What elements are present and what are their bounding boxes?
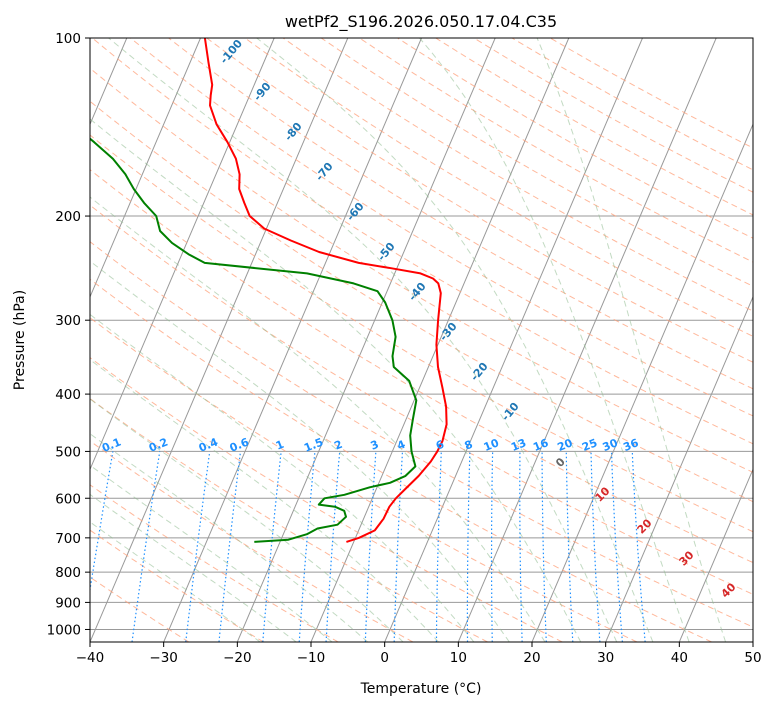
moist-adiabat-line <box>90 521 261 642</box>
moist-adiabat-line <box>90 493 297 642</box>
isotherm-line <box>384 38 643 642</box>
dry-adiabat-line <box>244 38 753 337</box>
isotherm-line <box>163 38 422 642</box>
mixing-ratio-label: 25 <box>580 436 599 454</box>
y-tick-label: 800 <box>55 565 81 581</box>
temperature-profile-line <box>203 38 448 543</box>
mixing-ratio-line <box>90 451 114 594</box>
dry-adiabat-line <box>282 38 753 312</box>
isotherm-line <box>678 468 753 642</box>
dry-adiabat-line <box>90 357 563 642</box>
y-axis-label: Pressure (hPa) <box>12 290 28 390</box>
moist-adiabat-line <box>108 38 618 642</box>
moist-adiabat-line <box>90 359 439 642</box>
dry-adiabat-line <box>90 134 753 533</box>
y-tick-label: 500 <box>55 444 81 460</box>
isotherm-line <box>605 295 753 642</box>
mixing-ratio-line <box>131 451 161 642</box>
mixing-ratio-label: 2 <box>332 438 344 453</box>
axes: −40 −30 −20 −10 0 10 20 30 40 50 1000 900 800 700 600 5… <box>47 31 762 666</box>
moist-adiabat-line <box>90 260 510 642</box>
dry-adiabat-line <box>90 204 753 595</box>
dry-adiabat-line <box>90 169 753 564</box>
mixing-ratio-label: 36 <box>621 436 640 454</box>
mixing-ratio-label: 20 <box>555 436 574 454</box>
y-tick-label: 1000 <box>47 622 81 638</box>
y-tick-label: 700 <box>55 531 81 547</box>
moist-adiabat-line <box>90 433 369 642</box>
x-tick-label: −20 <box>223 650 252 666</box>
y-tick-label: 400 <box>55 387 81 403</box>
y-tick-label: 900 <box>55 595 81 611</box>
mixing-ratio-label: 8 <box>463 438 475 453</box>
x-axis-label: Temperature (°C) <box>360 681 482 697</box>
profile-lines <box>90 38 448 543</box>
isotherm-line <box>90 38 201 299</box>
dry-adiabat-line <box>90 241 753 628</box>
plot-frame <box>89 37 754 643</box>
mixing-ratio-label: 13 <box>509 436 528 454</box>
x-tick-label: −40 <box>76 650 105 666</box>
moist-adiabat-line <box>90 313 475 642</box>
x-tick-label: −10 <box>297 650 326 666</box>
dry-adiabat-line <box>91 38 753 445</box>
moist-adiabat-line <box>256 38 654 642</box>
y-tick-label: 300 <box>55 313 81 329</box>
mixing-ratio-label: 16 <box>531 436 550 454</box>
isotherm-line <box>457 38 717 642</box>
isotherm-line <box>90 38 275 471</box>
dry-adiabat-line <box>130 38 753 417</box>
moist-adiabat-line <box>419 38 690 642</box>
x-tick-label: 20 <box>523 650 540 666</box>
dry-adiabat-line <box>168 38 753 390</box>
dry-adiabat-line <box>90 529 264 642</box>
moist-adiabat-line <box>90 118 582 642</box>
mixing-ratio-line <box>218 451 242 642</box>
mixing-ratio-label: 30 <box>601 436 620 454</box>
isotherm-line <box>90 38 349 642</box>
x-tick-label: −30 <box>149 650 178 666</box>
moist-adiabat-line <box>90 196 546 642</box>
dewpoint-profile-line <box>90 137 418 543</box>
x-tick-label: 50 <box>744 650 761 666</box>
dry-adiabat-line <box>90 484 339 642</box>
y-tick-label: 200 <box>55 209 81 225</box>
background-lines <box>90 38 753 642</box>
y-tick-label: 600 <box>55 491 81 507</box>
moist-adiabat-line <box>90 464 333 642</box>
mixing-ratio-label: 10 <box>482 436 501 454</box>
mixing-ratio-label: 1 <box>274 438 286 453</box>
y-tick-label: 100 <box>55 31 81 47</box>
dry-adiabat-line <box>90 317 638 642</box>
x-tick-label: 30 <box>597 650 614 666</box>
mixing-ratio-line <box>262 451 282 642</box>
mixing-ratio-label: 3 <box>369 438 381 453</box>
x-tick-label: 0 <box>380 650 389 666</box>
x-tick-label: 40 <box>671 650 688 666</box>
x-tick-label: 10 <box>450 650 467 666</box>
moist-adiabat-line <box>90 398 404 642</box>
chart-title: wetPf2_S196.2026.050.17.04.C35 <box>285 12 557 32</box>
mixing-ratio-line <box>185 451 211 642</box>
moist-adiabat-line <box>536 38 727 642</box>
isotherm-line <box>531 122 753 642</box>
